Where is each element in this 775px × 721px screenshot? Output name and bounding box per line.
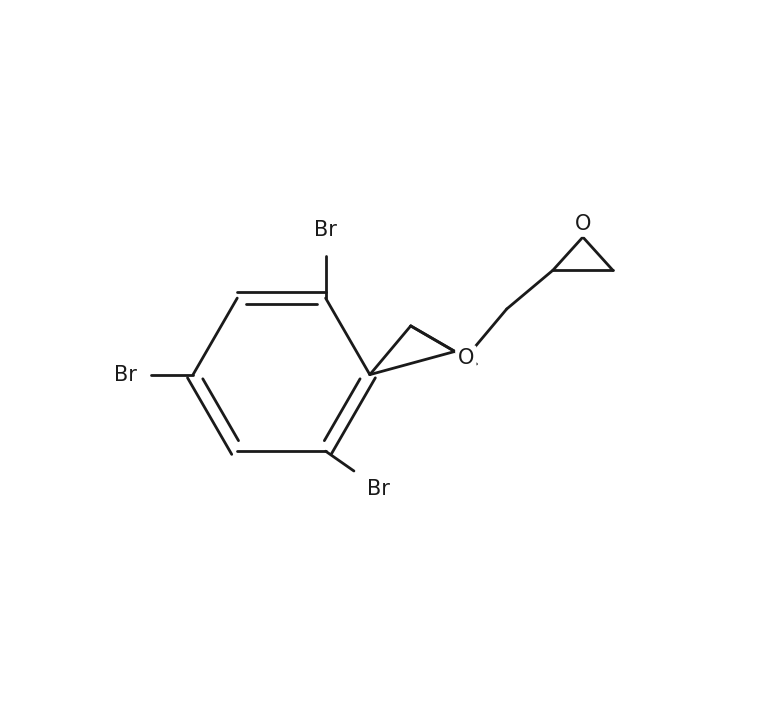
Text: Br: Br xyxy=(115,365,137,384)
Text: O: O xyxy=(574,214,591,234)
Text: Br: Br xyxy=(314,219,337,239)
Text: Br: Br xyxy=(367,479,390,499)
Text: O: O xyxy=(458,348,474,368)
